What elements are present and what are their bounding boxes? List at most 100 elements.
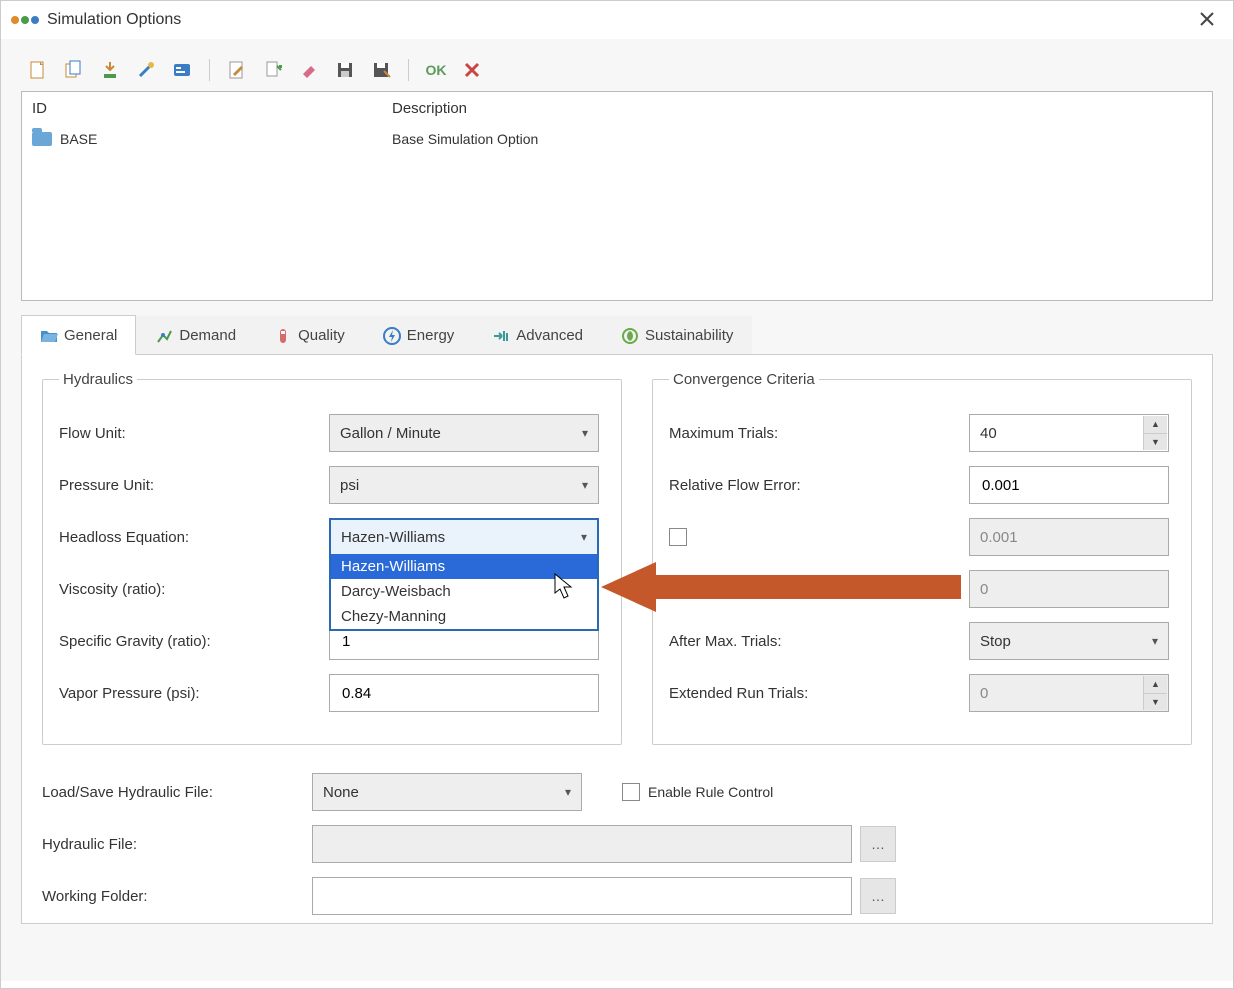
max-trials-label: Maximum Trials: (669, 425, 969, 442)
vapor-pressure-input[interactable] (329, 674, 599, 712)
close-icon (1199, 11, 1215, 27)
loadsave-select[interactable]: None ▾ (312, 773, 582, 811)
chevron-down-icon: ▾ (581, 530, 587, 544)
hidden-checkbox[interactable] (669, 528, 687, 546)
options-list-panel: ID Description BASE Base Simulation Opti… (21, 91, 1213, 301)
spin-down-icon: ▼ (1143, 694, 1167, 711)
chevron-down-icon: ▾ (582, 426, 588, 440)
hydraulic-file-input (312, 825, 852, 863)
column-id-header[interactable]: ID (32, 100, 392, 117)
titlebar: Simulation Options (1, 1, 1233, 39)
spin-down-icon[interactable]: ▼ (1143, 434, 1167, 451)
enable-rule-control-label: Enable Rule Control (648, 784, 773, 800)
loadsave-label: Load/Save Hydraulic File: (42, 784, 312, 801)
tab-energy[interactable]: Energy (364, 316, 474, 355)
headloss-dropdown-list: Hazen-Williams Darcy-Weisbach Chezy-Mann… (329, 554, 599, 631)
list-header: ID Description (22, 92, 1212, 125)
row-desc-value: Base Simulation Option (392, 131, 1202, 147)
spin-up-icon[interactable]: ▲ (1143, 416, 1167, 434)
after-max-trials-value: Stop (980, 633, 1011, 650)
list-row[interactable]: BASE Base Simulation Option (22, 125, 1212, 153)
window-close-button[interactable] (1191, 7, 1223, 33)
headloss-option[interactable]: Hazen-Williams (331, 554, 597, 579)
tab-sustainability-label: Sustainability (645, 327, 733, 344)
flow-unit-select[interactable]: Gallon / Minute ▾ (329, 414, 599, 452)
hidden-field-value: 0.001 (980, 529, 1018, 546)
simulation-options-window: Simulation Options OK (0, 0, 1234, 989)
folder-open-icon (40, 326, 58, 344)
tab-quality-label: Quality (298, 327, 345, 344)
headloss-equation-select[interactable]: Hazen-Williams ▾ Hazen-Williams Darcy-We… (329, 518, 599, 556)
wizard-icon[interactable] (133, 57, 159, 83)
enable-rule-control-checkbox[interactable] (622, 783, 640, 801)
eraser-icon[interactable] (296, 57, 322, 83)
toolbar-separator (408, 59, 409, 81)
chevron-down-icon: ▾ (582, 478, 588, 492)
max-trials-spinner[interactable]: 40 ▲▼ (969, 414, 1169, 452)
chevron-down-icon: ▾ (1152, 634, 1158, 648)
tab-quality[interactable]: Quality (255, 316, 364, 355)
tab-sustainability[interactable]: Sustainability (602, 316, 752, 355)
working-folder-label: Working Folder: (42, 888, 312, 905)
vapor-pressure-label: Vapor Pressure (psi): (59, 685, 329, 702)
toolbar-separator (209, 59, 210, 81)
max-flow-change-checkbox[interactable] (669, 580, 687, 598)
flow-unit-value: Gallon / Minute (340, 425, 441, 442)
edit-icon[interactable] (224, 57, 250, 83)
extended-run-trials-spinner: 0 ▲▼ (969, 674, 1169, 712)
hydraulic-file-browse-button[interactable]: … (860, 826, 896, 862)
extended-run-trials-label: Extended Run Trials: (669, 685, 969, 702)
flow-unit-label: Flow Unit: (59, 425, 329, 442)
tab-advanced[interactable]: Advanced (473, 316, 602, 355)
tab-demand[interactable]: Demand (136, 316, 255, 355)
id-card-icon[interactable] (169, 57, 195, 83)
cancel-button[interactable] (459, 57, 485, 83)
save-icon[interactable] (332, 57, 358, 83)
after-max-trials-select[interactable]: Stop ▾ (969, 622, 1169, 660)
demand-icon (155, 327, 173, 345)
pressure-unit-label: Pressure Unit: (59, 477, 329, 494)
relative-flow-error-field[interactable] (980, 467, 1158, 503)
viscosity-label: Viscosity (ratio): (59, 581, 329, 598)
save-as-icon[interactable] (368, 57, 394, 83)
duplicate-icon[interactable] (61, 57, 87, 83)
working-folder-field[interactable] (323, 878, 841, 914)
hidden-checkbox-row: placeholder label text here (669, 528, 969, 546)
convergence-group: Convergence Criteria Maximum Trials: 40 … (652, 371, 1192, 745)
vapor-pressure-field[interactable] (340, 675, 588, 711)
tab-general[interactable]: General (21, 315, 136, 355)
row-id-value: BASE (60, 131, 97, 147)
tab-general-label: General (64, 327, 117, 344)
specific-gravity-label: Specific Gravity (ratio): (59, 633, 329, 650)
extended-run-trials-value: 0 (980, 685, 988, 702)
titlebar-left: Simulation Options (11, 11, 181, 29)
hydraulic-file-label: Hydraulic File: (42, 836, 312, 853)
working-folder-input[interactable] (312, 877, 852, 915)
advanced-icon (492, 327, 510, 345)
cancel-icon (464, 62, 480, 78)
max-flow-change-input: 0 (969, 570, 1169, 608)
working-folder-browse-button[interactable]: … (860, 878, 896, 914)
convergence-legend: Convergence Criteria (669, 371, 819, 388)
after-max-trials-label: After Max. Trials: (669, 633, 969, 650)
spin-up-icon: ▲ (1143, 676, 1167, 694)
headloss-equation-label: Headloss Equation: (59, 529, 329, 546)
toolbar: OK (21, 49, 1213, 91)
new-icon[interactable] (25, 57, 51, 83)
energy-icon (383, 327, 401, 345)
max-flow-change-label-row: Max. Flow Change (gpm): (669, 580, 969, 598)
ok-button[interactable]: OK (423, 57, 449, 83)
tab-demand-label: Demand (179, 327, 236, 344)
pressure-unit-select[interactable]: psi ▾ (329, 466, 599, 504)
max-trials-value: 40 (980, 425, 997, 442)
headloss-option[interactable]: Chezy-Manning (331, 604, 597, 629)
relative-flow-error-input[interactable] (969, 466, 1169, 504)
quality-icon (274, 327, 292, 345)
column-description-header[interactable]: Description (392, 100, 1202, 117)
pressure-unit-value: psi (340, 477, 359, 494)
headloss-option[interactable]: Darcy-Weisbach (331, 579, 597, 604)
import-icon[interactable] (97, 57, 123, 83)
copy-page-icon[interactable] (260, 57, 286, 83)
folder-icon (32, 132, 52, 146)
app-icon (11, 16, 39, 24)
